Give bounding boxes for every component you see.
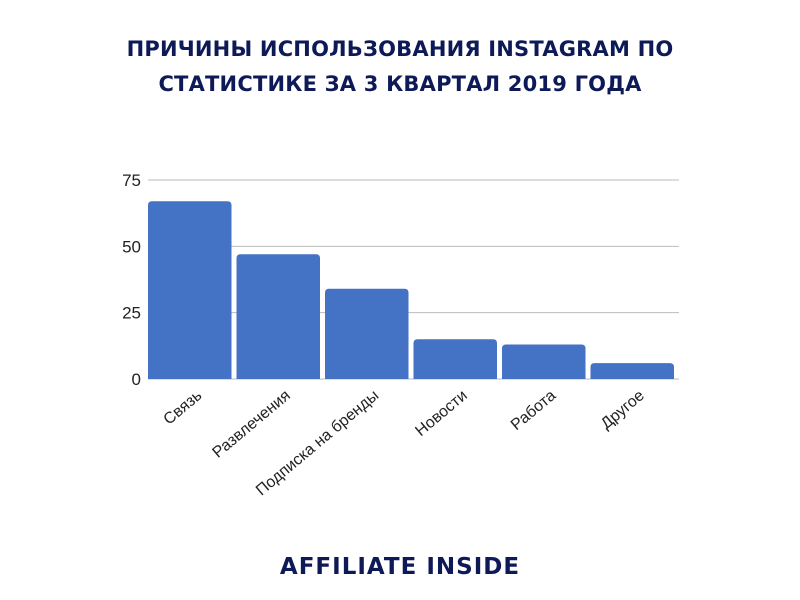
bar bbox=[413, 339, 497, 379]
brand-logo-text: AFFILIATE INSIDE bbox=[279, 554, 521, 580]
y-tick-label: 25 bbox=[122, 304, 141, 323]
bar bbox=[590, 363, 674, 379]
y-tick-label: 0 bbox=[132, 370, 141, 389]
bar bbox=[148, 201, 232, 379]
chart-title-line-1: ПРИЧИНЫ ИСПОЛЬЗОВАНИЯ INSTAGRAM ПО bbox=[126, 37, 674, 61]
bars bbox=[148, 201, 674, 379]
x-tick-label: Новости bbox=[412, 387, 470, 440]
bar bbox=[236, 254, 320, 379]
x-tick-label: Развлечения bbox=[210, 387, 294, 462]
y-tick-label: 50 bbox=[122, 237, 141, 256]
chart-title-line-2: СТАТИСТИКЕ ЗА 3 КВАРТАЛ 2019 ГОДА bbox=[158, 72, 642, 96]
brand-logo: AFFILIATE INSIDE bbox=[0, 549, 800, 585]
y-axis-ticks: 0 25 50 75 bbox=[122, 171, 141, 389]
y-tick-label: 75 bbox=[122, 171, 141, 190]
x-tick-label: Связь bbox=[161, 387, 206, 428]
x-tick-label: Работа bbox=[508, 387, 559, 434]
x-tick-label: Другое bbox=[598, 387, 648, 433]
bar bbox=[502, 344, 586, 379]
bar bbox=[325, 288, 409, 379]
